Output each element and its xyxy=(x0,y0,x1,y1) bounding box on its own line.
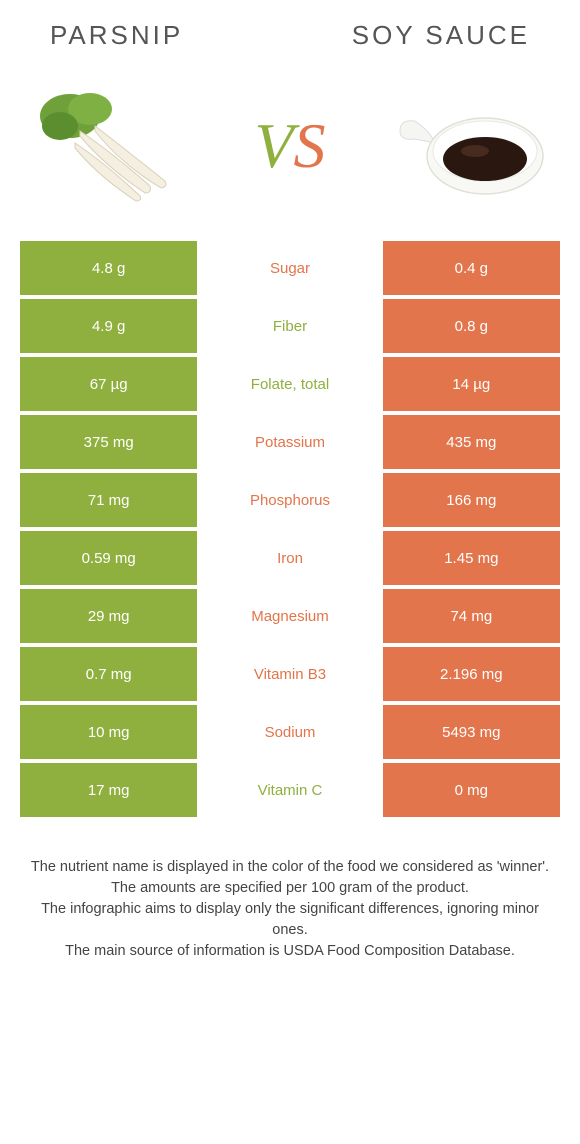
left-food-title: PARSNIP xyxy=(50,20,183,51)
footer-line-1: The nutrient name is displayed in the co… xyxy=(30,857,550,878)
table-row: 0.59 mgIron1.45 mg xyxy=(20,531,560,585)
nutrient-table: 4.8 gSugar0.4 g4.9 gFiber0.8 g67 µgFolat… xyxy=(20,241,560,817)
right-food-title: SOY SAUCE xyxy=(352,20,530,51)
soy-sauce-image xyxy=(380,81,560,211)
table-row: 17 mgVitamin C0 mg xyxy=(20,763,560,817)
right-value: 0.4 g xyxy=(383,241,560,295)
table-row: 4.8 gSugar0.4 g xyxy=(20,241,560,295)
nutrient-label: Sodium xyxy=(201,705,378,759)
nutrient-label: Vitamin B3 xyxy=(201,647,378,701)
table-row: 10 mgSodium5493 mg xyxy=(20,705,560,759)
nutrient-label: Magnesium xyxy=(201,589,378,643)
right-value: 2.196 mg xyxy=(383,647,560,701)
right-value: 1.45 mg xyxy=(383,531,560,585)
parsnip-image xyxy=(20,81,200,211)
left-value: 67 µg xyxy=(20,357,197,411)
table-row: 4.9 gFiber0.8 g xyxy=(20,299,560,353)
footer-notes: The nutrient name is displayed in the co… xyxy=(20,817,560,962)
right-value: 0.8 g xyxy=(383,299,560,353)
left-value: 4.9 g xyxy=(20,299,197,353)
vs-v-letter: V xyxy=(254,110,293,181)
nutrient-label: Iron xyxy=(201,531,378,585)
images-row: VS xyxy=(20,71,560,241)
left-value: 71 mg xyxy=(20,473,197,527)
right-value: 435 mg xyxy=(383,415,560,469)
footer-line-4: The main source of information is USDA F… xyxy=(30,941,550,962)
left-value: 0.59 mg xyxy=(20,531,197,585)
right-value: 0 mg xyxy=(383,763,560,817)
table-row: 71 mgPhosphorus166 mg xyxy=(20,473,560,527)
header-row: PARSNIP SOY SAUCE xyxy=(20,20,560,71)
left-value: 29 mg xyxy=(20,589,197,643)
footer-line-2: The amounts are specified per 100 gram o… xyxy=(30,878,550,899)
infographic-container: PARSNIP SOY SAUCE VS xyxy=(0,0,580,982)
nutrient-label: Phosphorus xyxy=(201,473,378,527)
left-value: 375 mg xyxy=(20,415,197,469)
vs-s-letter: S xyxy=(294,110,326,181)
left-value: 17 mg xyxy=(20,763,197,817)
table-row: 67 µgFolate, total14 µg xyxy=(20,357,560,411)
right-value: 14 µg xyxy=(383,357,560,411)
nutrient-label: Potassium xyxy=(201,415,378,469)
table-row: 0.7 mgVitamin B32.196 mg xyxy=(20,647,560,701)
nutrient-label: Fiber xyxy=(201,299,378,353)
left-value: 10 mg xyxy=(20,705,197,759)
table-row: 375 mgPotassium435 mg xyxy=(20,415,560,469)
table-row: 29 mgMagnesium74 mg xyxy=(20,589,560,643)
nutrient-label: Folate, total xyxy=(201,357,378,411)
nutrient-label: Sugar xyxy=(201,241,378,295)
nutrient-label: Vitamin C xyxy=(201,763,378,817)
vs-label: VS xyxy=(254,109,325,183)
right-value: 74 mg xyxy=(383,589,560,643)
right-value: 5493 mg xyxy=(383,705,560,759)
left-value: 4.8 g xyxy=(20,241,197,295)
footer-line-3: The infographic aims to display only the… xyxy=(30,899,550,941)
left-value: 0.7 mg xyxy=(20,647,197,701)
right-value: 166 mg xyxy=(383,473,560,527)
